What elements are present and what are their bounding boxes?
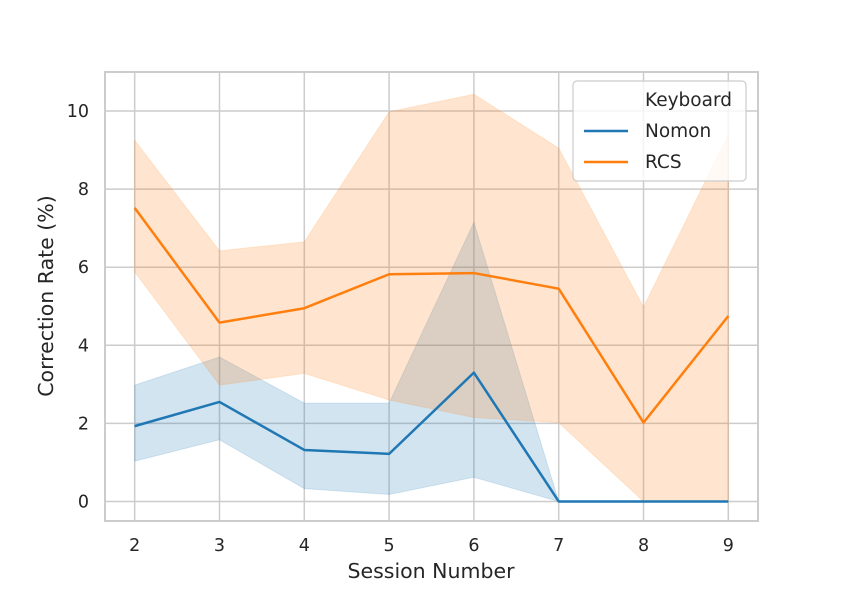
legend-label-nomon: Nomon — [645, 121, 711, 142]
plot-frame — [104, 71, 759, 522]
legend: Keyboard Nomon RCS — [572, 80, 747, 182]
legend-title: Keyboard — [645, 90, 732, 111]
x-tick-label: 5 — [384, 536, 395, 556]
series-line-rcs — [133, 207, 730, 424]
y-tick-label: 4 — [78, 336, 89, 356]
y-tick-label: 0 — [78, 492, 89, 512]
y-tick-label: 10 — [67, 102, 89, 122]
series-line-nomon — [134, 371, 729, 503]
y-axis-label: Correction Rate (%) — [34, 195, 58, 397]
x-tick-label: 2 — [129, 536, 140, 556]
x-tick-labels: 2 3 4 5 6 7 8 9 — [129, 536, 734, 556]
x-tick-label: 7 — [553, 536, 564, 556]
y-tick-label: 8 — [78, 180, 89, 200]
y-tick-label: 2 — [78, 414, 89, 434]
x-tick-label: 8 — [638, 536, 649, 556]
legend-label-rcs: RCS — [645, 152, 682, 173]
series-lines — [133, 207, 730, 503]
x-tick-label: 6 — [468, 536, 479, 556]
y-tick-label: 6 — [78, 258, 89, 278]
x-tick-label: 9 — [723, 536, 734, 556]
confidence-bands — [134, 93, 729, 502]
x-axis-label: Session Number — [347, 559, 515, 583]
y-tick-labels: 0 2 4 6 8 10 — [67, 102, 89, 512]
x-tick-label: 3 — [214, 536, 225, 556]
legend-box — [572, 80, 747, 182]
x-tick-label: 4 — [299, 536, 310, 556]
